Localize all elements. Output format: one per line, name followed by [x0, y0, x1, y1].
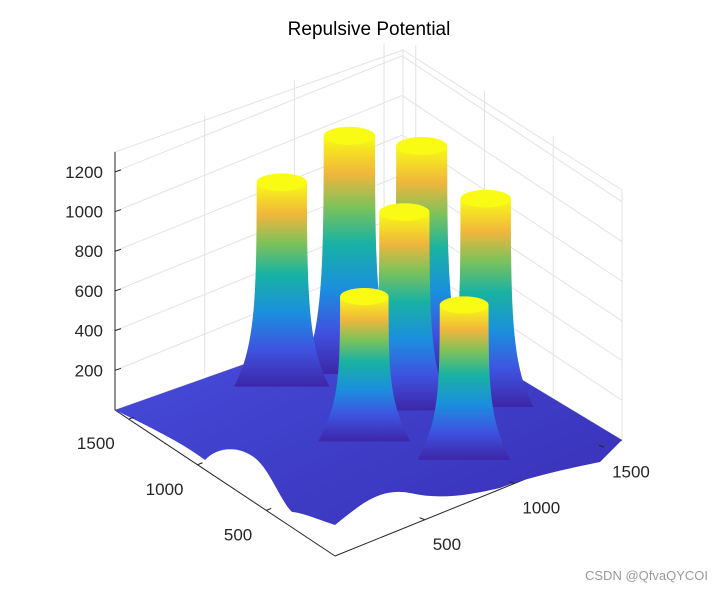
z-tick-mark [114, 367, 122, 371]
z-tick-label: 200 [75, 361, 103, 380]
surface-peak [233, 182, 330, 387]
z-tick-label: 800 [75, 242, 103, 261]
z-grid-line [114, 94, 623, 242]
z-tick-mark [114, 288, 122, 292]
surface-peak-cap [396, 136, 448, 155]
x-tick-labels: 500 1000 1500 [419, 444, 650, 554]
x-tick-label: 500 [433, 535, 461, 554]
z-tick-label: 600 [75, 282, 103, 301]
surface-peak-cap [379, 203, 430, 221]
z-tick-labels: 200 400 600 800 1000 1200 [65, 163, 122, 380]
z-tick-mark [114, 328, 122, 332]
chart-title: Repulsive Potential [288, 19, 451, 40]
z-tick-mark [114, 248, 122, 252]
surface-peak-cap [340, 288, 389, 305]
y-tick-label: 500 [224, 525, 252, 544]
surface-peak-cap [323, 126, 376, 145]
watermark: CSDN @QfvaQYCOI [585, 568, 708, 583]
surface-peak-cap [256, 173, 307, 192]
y-tick-mark [128, 416, 134, 420]
x-tick-mark [509, 481, 515, 484]
y-tick-label: 1000 [146, 480, 184, 499]
z-tick-label: 1200 [65, 163, 103, 182]
y-axis-line [114, 409, 336, 557]
x-tick-mark [598, 444, 605, 448]
surface-peaks [233, 126, 534, 460]
surface-peak-cap [439, 296, 489, 314]
z-grid-line [114, 134, 623, 282]
z-tick-mark [114, 209, 122, 213]
x-tick-label: 1000 [522, 499, 560, 518]
x-tick-mark [419, 517, 425, 521]
z-tick-mark [114, 169, 122, 173]
x-tick-label: 1500 [612, 462, 650, 481]
y-tick-mark [266, 507, 272, 511]
z-tick-label: 400 [75, 322, 103, 341]
z-tick-label: 1000 [65, 203, 103, 222]
surface-peak [417, 304, 511, 460]
surface-peak [318, 296, 411, 442]
y-tick-label: 1500 [77, 434, 115, 453]
surface-peak-cap [460, 189, 511, 208]
y-tick-mark [197, 462, 203, 466]
z-grid-line [114, 55, 623, 203]
y-tick-labels: 500 1000 1500 [77, 416, 272, 544]
